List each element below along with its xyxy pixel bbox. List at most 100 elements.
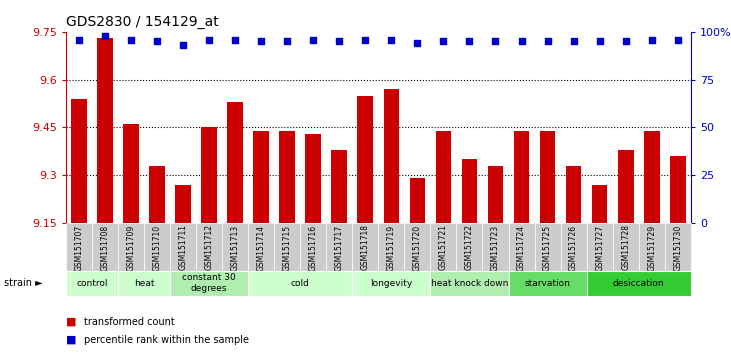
- Bar: [248, 223, 274, 271]
- Bar: [613, 223, 639, 271]
- Bar: [509, 271, 586, 296]
- Bar: [227, 102, 243, 223]
- Bar: [384, 89, 399, 223]
- Text: percentile rank within the sample: percentile rank within the sample: [84, 335, 249, 345]
- Text: constant 30
degrees: constant 30 degrees: [182, 274, 236, 293]
- Bar: [170, 271, 248, 296]
- Bar: [509, 223, 534, 271]
- Text: GSM151707: GSM151707: [75, 224, 83, 271]
- Point: [255, 39, 267, 44]
- Text: GSM151712: GSM151712: [205, 224, 213, 270]
- Text: GSM151716: GSM151716: [308, 224, 318, 270]
- Point: [307, 37, 319, 42]
- Bar: [331, 150, 347, 223]
- Bar: [639, 223, 664, 271]
- Point: [177, 42, 189, 48]
- Point: [620, 39, 632, 44]
- Bar: [279, 131, 295, 223]
- Bar: [488, 166, 503, 223]
- Bar: [670, 156, 686, 223]
- Text: GSM151730: GSM151730: [673, 224, 682, 271]
- Bar: [196, 223, 222, 271]
- Text: GSM151711: GSM151711: [178, 224, 187, 270]
- Point: [203, 37, 215, 42]
- Text: GSM151713: GSM151713: [230, 224, 240, 270]
- Bar: [352, 271, 431, 296]
- Text: GSM151724: GSM151724: [517, 224, 526, 270]
- Bar: [456, 223, 482, 271]
- Point: [646, 37, 658, 42]
- Bar: [618, 150, 634, 223]
- Point: [151, 39, 163, 44]
- Point: [360, 37, 371, 42]
- Bar: [462, 159, 477, 223]
- Point: [281, 39, 293, 44]
- Text: GSM151715: GSM151715: [283, 224, 292, 270]
- Bar: [644, 131, 659, 223]
- Bar: [248, 271, 352, 296]
- Bar: [222, 223, 248, 271]
- Bar: [118, 271, 170, 296]
- Text: ■: ■: [66, 335, 76, 345]
- Bar: [123, 124, 139, 223]
- Text: desiccation: desiccation: [613, 279, 664, 288]
- Bar: [592, 185, 607, 223]
- Bar: [379, 223, 404, 271]
- Text: GSM151714: GSM151714: [257, 224, 265, 270]
- Text: heat: heat: [134, 279, 154, 288]
- Bar: [92, 223, 118, 271]
- Text: GSM151728: GSM151728: [621, 224, 630, 270]
- Text: GSM151726: GSM151726: [569, 224, 578, 270]
- Bar: [201, 127, 217, 223]
- Bar: [71, 99, 86, 223]
- Text: cold: cold: [291, 279, 310, 288]
- Text: GDS2830 / 154129_at: GDS2830 / 154129_at: [66, 16, 219, 29]
- Bar: [306, 134, 321, 223]
- Text: heat knock down: heat knock down: [431, 279, 508, 288]
- Bar: [409, 178, 425, 223]
- Bar: [561, 223, 586, 271]
- Text: transformed count: transformed count: [84, 317, 175, 327]
- Bar: [431, 223, 456, 271]
- Point: [672, 37, 683, 42]
- Bar: [586, 271, 691, 296]
- Bar: [170, 223, 196, 271]
- Point: [490, 39, 501, 44]
- Bar: [300, 223, 326, 271]
- Text: ■: ■: [66, 317, 76, 327]
- Bar: [66, 271, 118, 296]
- Text: longevity: longevity: [370, 279, 412, 288]
- Text: GSM151717: GSM151717: [335, 224, 344, 270]
- Bar: [274, 223, 300, 271]
- Bar: [431, 271, 509, 296]
- Text: GSM151709: GSM151709: [126, 224, 135, 271]
- Bar: [539, 131, 556, 223]
- Bar: [436, 131, 451, 223]
- Text: GSM151721: GSM151721: [439, 224, 448, 270]
- Point: [99, 33, 110, 39]
- Point: [515, 39, 527, 44]
- Point: [125, 37, 137, 42]
- Point: [230, 37, 241, 42]
- Point: [438, 39, 450, 44]
- Bar: [404, 223, 431, 271]
- Text: starvation: starvation: [525, 279, 570, 288]
- Point: [568, 39, 580, 44]
- Bar: [149, 166, 164, 223]
- Point: [385, 37, 397, 42]
- Bar: [144, 223, 170, 271]
- Bar: [175, 185, 191, 223]
- Text: GSM151725: GSM151725: [543, 224, 552, 270]
- Bar: [664, 223, 691, 271]
- Text: GSM151708: GSM151708: [100, 224, 110, 270]
- Point: [542, 39, 553, 44]
- Text: control: control: [76, 279, 107, 288]
- Text: GSM151710: GSM151710: [153, 224, 162, 270]
- Bar: [326, 223, 352, 271]
- Text: GSM151722: GSM151722: [465, 224, 474, 270]
- Bar: [97, 38, 113, 223]
- Bar: [482, 223, 509, 271]
- Bar: [352, 223, 379, 271]
- Bar: [357, 96, 373, 223]
- Text: GSM151729: GSM151729: [647, 224, 656, 270]
